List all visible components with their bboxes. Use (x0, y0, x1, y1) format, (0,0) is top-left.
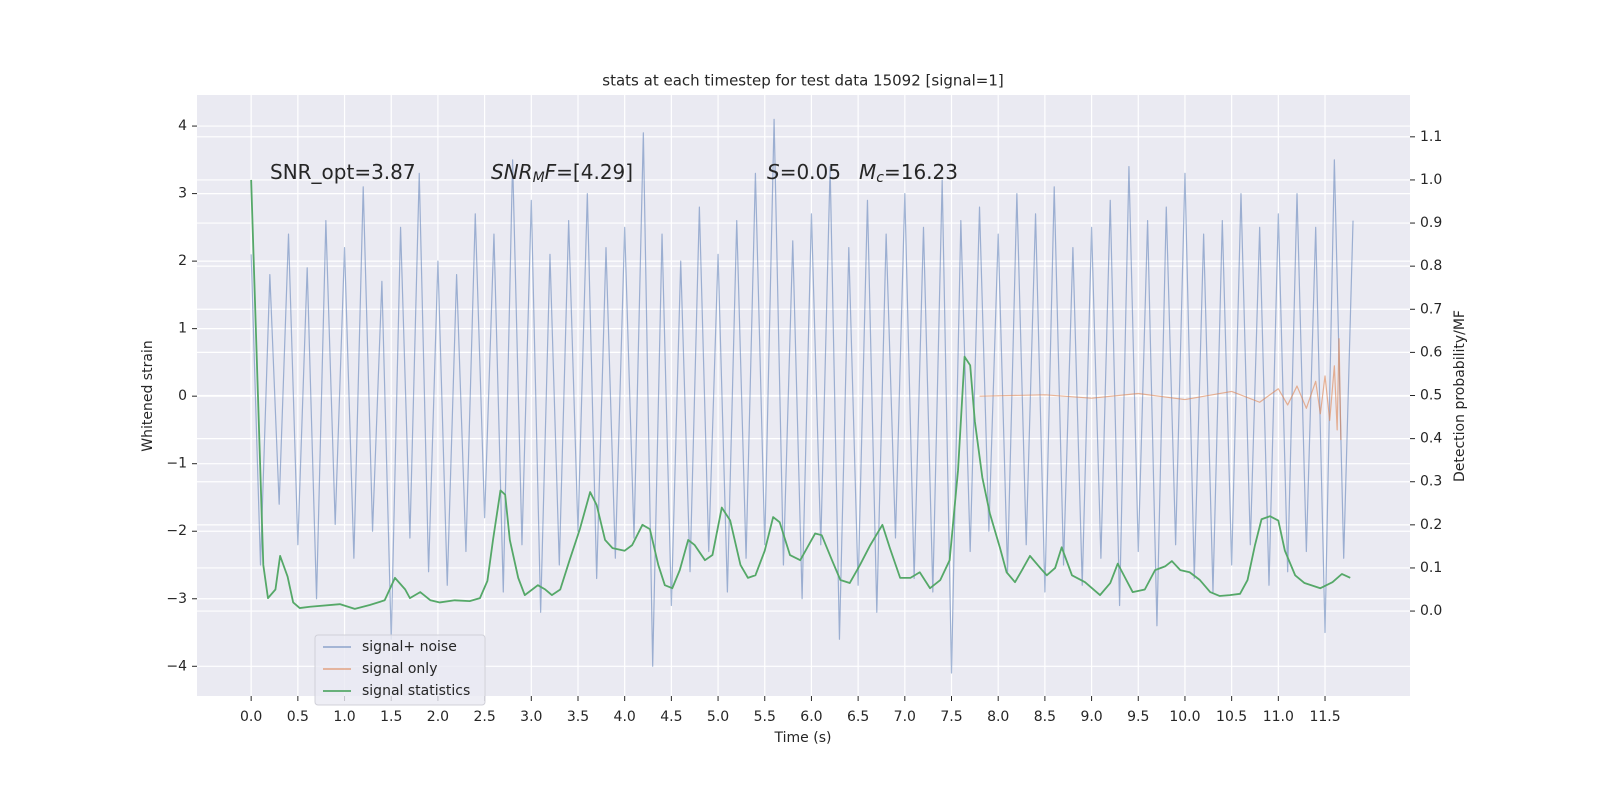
x-tick-label: 5.5 (754, 709, 776, 725)
x-tick-label: 2.5 (473, 709, 495, 725)
y2-axis-label: Detection probability/MF (1452, 310, 1468, 482)
y2-tick-label: 0.4 (1420, 431, 1442, 447)
annotation: SNRMF=[4.29] (491, 160, 633, 187)
x-tick-label: 5.0 (707, 709, 729, 725)
x-axis-label: Time (s) (774, 730, 832, 746)
x-tick-label: 10.5 (1216, 709, 1247, 725)
x-tick-label: 9.5 (1127, 709, 1149, 725)
annotation: SNR_opt=3.87 (270, 160, 416, 184)
y-tick-label: 4 (178, 118, 187, 134)
y2-tick-label: 0.2 (1420, 517, 1442, 533)
annotation-part: S (767, 160, 780, 184)
y2-tick-label: 0.0 (1420, 603, 1442, 619)
y2-tick-label: 0.5 (1420, 388, 1442, 404)
y2-tick-label: 0.6 (1420, 344, 1442, 360)
x-tick-label: 11.5 (1309, 709, 1340, 725)
y2-tick-label: 0.9 (1420, 215, 1442, 231)
annotation-part: =16.23 (884, 160, 958, 184)
y-tick-label: −2 (166, 523, 187, 539)
x-tick-label: 3.5 (567, 709, 589, 725)
y2-tick-label: 0.3 (1420, 474, 1442, 490)
y-tick-label: 0 (178, 388, 187, 404)
annotation-part: M (533, 170, 545, 186)
x-tick-label: 7.5 (940, 709, 962, 725)
chart-title: stats at each timestep for test data 150… (602, 72, 1003, 90)
x-tick-label: 11.0 (1263, 709, 1294, 725)
y-tick-label: −1 (166, 456, 187, 472)
x-tick-label: 0.5 (287, 709, 309, 725)
y-tick-label: 3 (178, 186, 187, 202)
x-tick-label: 8.0 (987, 709, 1009, 725)
x-tick-label: 1.5 (380, 709, 402, 725)
annotation-part: =0.05 (780, 160, 841, 184)
x-tick-label: 7.0 (894, 709, 916, 725)
annotation: S=0.05 (767, 160, 841, 184)
annotation-part: F (545, 160, 557, 184)
x-tick-label: 4.5 (660, 709, 682, 725)
x-tick-label: 10.0 (1169, 709, 1200, 725)
legend-box (314, 634, 486, 706)
y-tick-label: 2 (178, 253, 187, 269)
legend-label: signal+ noise (362, 639, 457, 655)
x-tick-label: 2.0 (427, 709, 449, 725)
y-axis-label: Whitened strain (140, 340, 156, 451)
y2-tick-label: 1.0 (1420, 172, 1442, 188)
annotation-part: =[4.29] (556, 160, 633, 184)
y2-tick-label: 1.1 (1420, 129, 1442, 145)
x-tick-label: 9.0 (1080, 709, 1102, 725)
y2-tick-label: 0.7 (1420, 301, 1442, 317)
y-tick-label: 1 (178, 321, 187, 337)
series-line (250, 179, 1351, 610)
annotation: Mc=16.23 (859, 160, 958, 187)
legend-label: signal only (362, 661, 437, 677)
series-line (250, 118, 1354, 674)
x-tick-label: 1.0 (333, 709, 355, 725)
y2-tick-label: 0.8 (1420, 258, 1442, 274)
x-tick-label: 0.0 (240, 709, 262, 725)
x-tick-label: 4.0 (614, 709, 636, 725)
x-tick-label: 6.5 (847, 709, 869, 725)
x-tick-label: 6.0 (800, 709, 822, 725)
x-tick-label: 3.0 (520, 709, 542, 725)
annotation-part: SNR_opt=3.87 (270, 160, 416, 184)
annotation-part: SNR (491, 160, 533, 184)
series-line (979, 338, 1342, 441)
annotation-part: M (859, 160, 876, 184)
y2-tick-label: 0.1 (1420, 560, 1442, 576)
legend-label: signal statistics (362, 683, 470, 699)
y-tick-label: −3 (166, 591, 187, 607)
y-tick-label: −4 (166, 658, 187, 674)
x-tick-label: 8.5 (1034, 709, 1056, 725)
annotation-part: c (876, 170, 884, 186)
